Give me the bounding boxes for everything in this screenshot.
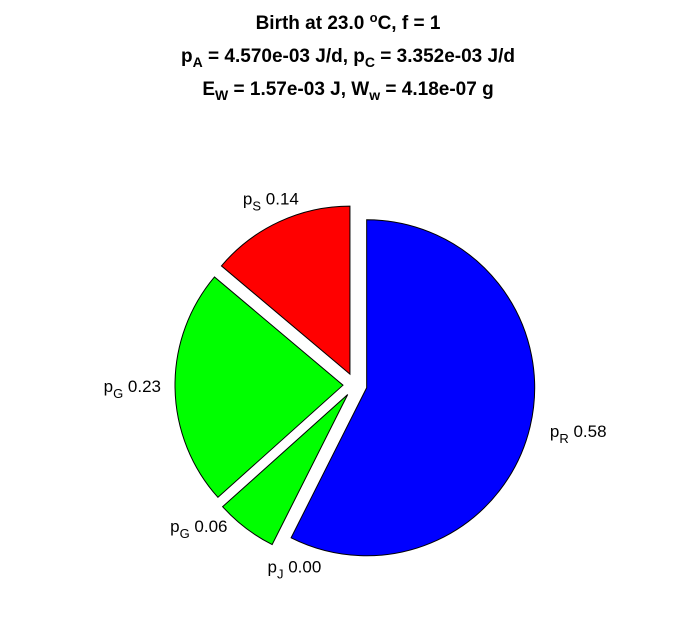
title-line-3: EW = 1.57e-03 J, Ww = 4.18e-07 g [202, 79, 494, 103]
pie-slice-pG-3 [174, 276, 344, 499]
title-line-1: Birth at 23.0 oC, f = 1 [255, 10, 441, 34]
title-line-2: pA = 4.570e-03 J/d, pC = 3.352e-03 J/d [181, 46, 515, 70]
pie-slice-pG-2 [221, 394, 349, 546]
chart-title: Birth at 23.0 oC, f = 1 pA = 4.570e-03 J… [0, 10, 696, 109]
slice-label-pJ-1: pJ 0.00 [268, 558, 322, 582]
slice-label-pR-0: pR 0.58 [550, 422, 607, 446]
slice-label-pG-3: pG 0.23 [104, 377, 161, 401]
pie-slice-pR-0 [290, 219, 536, 557]
slice-label-pS-4: pS 0.14 [243, 190, 299, 214]
slice-label-pG-2: pG 0.06 [170, 517, 227, 541]
pie-slice-pS-4 [220, 205, 351, 376]
